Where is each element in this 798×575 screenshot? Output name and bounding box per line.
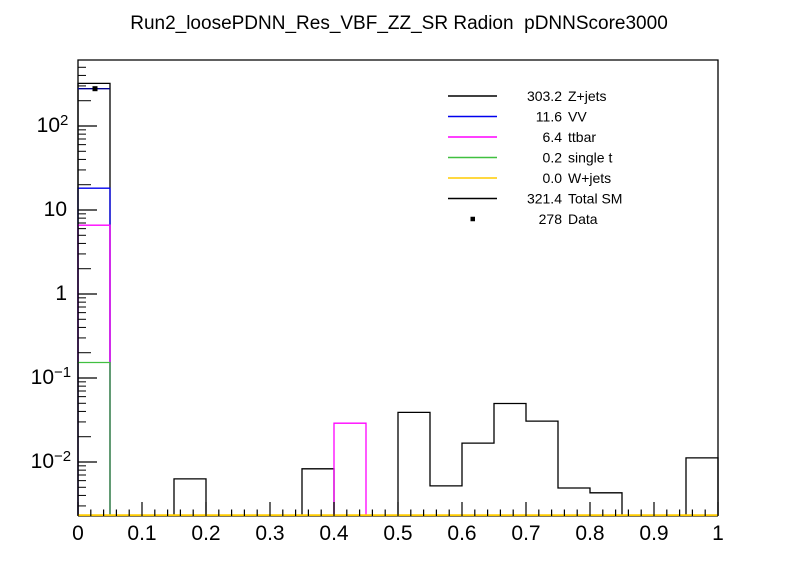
legend-value: 321.4 xyxy=(527,191,562,207)
legend-entry-marker-icon xyxy=(470,216,475,222)
legend-value: 0.0 xyxy=(543,170,563,186)
x-tick-label: 0 xyxy=(72,522,84,545)
x-tick-label: 0.4 xyxy=(319,522,349,545)
y-tick-label: 10 xyxy=(37,114,60,137)
data-marker xyxy=(92,86,98,92)
legend-label: Data xyxy=(568,211,598,227)
plot-frame xyxy=(77,59,719,516)
y-tick-label: 10 xyxy=(31,366,54,389)
legend-value: 0.2 xyxy=(543,150,563,166)
legend-value: 6.4 xyxy=(543,129,563,145)
x-tick-label: 0.6 xyxy=(447,522,476,545)
legend-value: 11.6 xyxy=(536,109,562,125)
legend-value: 303.2 xyxy=(527,88,562,104)
x-tick-label: 0.8 xyxy=(575,522,604,545)
legend-label: W+jets xyxy=(568,170,611,186)
y-tick-label: 1 xyxy=(55,282,67,305)
x-tick-label: 1 xyxy=(712,522,724,545)
legend-label: Total SM xyxy=(568,191,622,207)
plot-title: Run2_loosePDNN_Res_VBF_ZZ_SR Radion pDNN… xyxy=(130,13,668,34)
legend-value: 278 xyxy=(539,211,563,227)
y-tick-label: 10 xyxy=(31,450,54,473)
y-tick-label-exponent: −1 xyxy=(54,364,71,381)
y-tick-label-exponent: 2 xyxy=(60,112,68,129)
x-tick-label: 0.2 xyxy=(191,522,220,545)
legend-label: Z+jets xyxy=(568,88,607,104)
x-tick-label: 0.1 xyxy=(127,522,156,545)
x-tick-label: 0.5 xyxy=(383,522,412,545)
series-outline-0 xyxy=(77,82,719,516)
legend-label: VV xyxy=(568,109,587,125)
x-tick-label: 0.9 xyxy=(639,522,668,545)
y-tick-label-exponent: −2 xyxy=(54,448,71,465)
legend-label: single t xyxy=(568,150,612,166)
y-tick-label: 10 xyxy=(44,198,67,221)
x-tick-label: 0.7 xyxy=(511,522,540,545)
legend-label: ttbar xyxy=(568,129,596,145)
x-tick-label: 0.3 xyxy=(255,522,284,545)
